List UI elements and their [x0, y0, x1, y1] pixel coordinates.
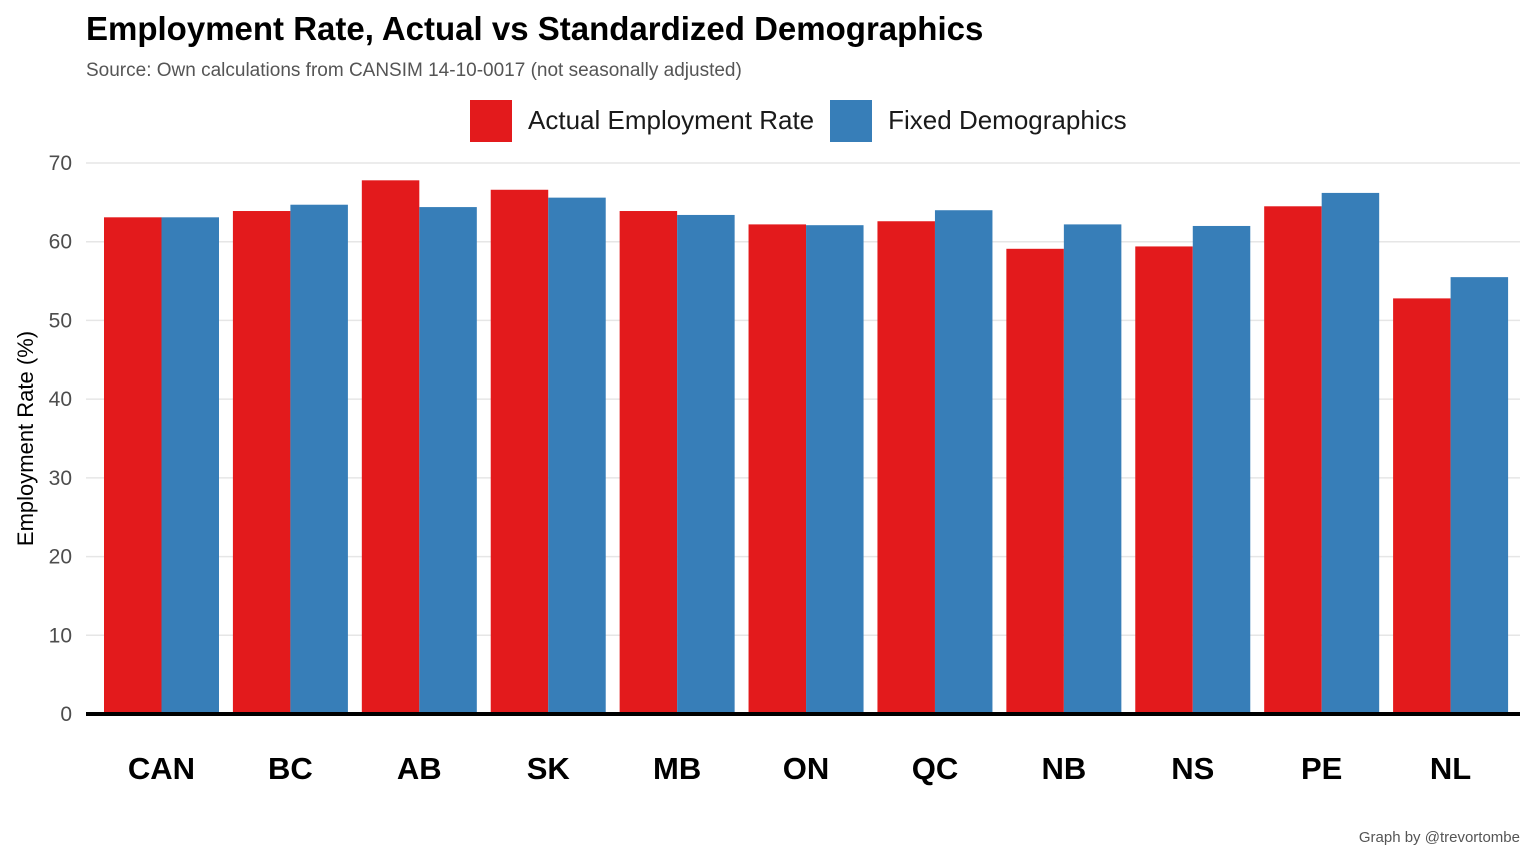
- x-tick-label: CAN: [128, 751, 195, 786]
- x-tick-label: NS: [1171, 751, 1214, 786]
- bar-fixed-ab: [419, 207, 477, 714]
- y-tick-label: 0: [60, 703, 72, 726]
- bar-fixed-nb: [1063, 224, 1122, 714]
- bar-actual-on: [748, 224, 807, 714]
- bar-actual-nb: [1006, 248, 1064, 714]
- bar-fixed-can: [161, 217, 219, 714]
- x-tick-label: AB: [397, 751, 442, 786]
- bar-fixed-pe: [1321, 192, 1380, 714]
- y-tick-label: 50: [49, 309, 72, 332]
- y-tick-label: 60: [49, 231, 72, 254]
- bar-fixed-bc: [290, 204, 348, 714]
- bar-fixed-qc: [934, 210, 993, 714]
- y-axis-label: Employment Rate (%): [13, 331, 38, 546]
- x-tick-label: NB: [1041, 751, 1086, 786]
- legend-swatch-actual: [470, 99, 512, 142]
- bar-actual-sk: [490, 189, 549, 714]
- chart-caption: Graph by @trevortombe: [1358, 829, 1520, 846]
- bar-fixed-sk: [548, 197, 606, 715]
- x-tick-label: PE: [1301, 751, 1342, 786]
- x-tick-label: SK: [527, 751, 571, 786]
- bar-actual-can: [104, 217, 162, 714]
- legend-label-fixed: Fixed Demographics: [888, 105, 1127, 135]
- x-tick-label: NL: [1430, 751, 1471, 786]
- bar-fixed-mb: [677, 214, 735, 715]
- bar-actual-qc: [877, 221, 935, 714]
- legend-item-actual: Actual Employment Rate: [470, 99, 815, 142]
- bar-actual-mb: [619, 211, 678, 714]
- y-tick-label: 30: [49, 467, 72, 490]
- chart-title: Employment Rate, Actual vs Standardized …: [86, 10, 984, 47]
- x-tick-label: ON: [783, 751, 830, 786]
- y-tick-label: 20: [49, 546, 72, 569]
- chart-subtitle: Source: Own calculations from CANSIM 14-…: [86, 60, 742, 81]
- legend-item-fixed: Fixed Demographics: [830, 99, 1127, 142]
- x-tick-label: MB: [653, 751, 701, 786]
- bar-actual-ab: [361, 180, 420, 714]
- bar-fixed-nl: [1450, 277, 1509, 714]
- x-tick-label: QC: [912, 751, 959, 786]
- bar-fixed-ns: [1192, 225, 1251, 714]
- bar-actual-ns: [1135, 246, 1193, 715]
- bar-actual-pe: [1264, 206, 1322, 715]
- legend-swatch-fixed: [830, 99, 873, 142]
- bar-fixed-on: [806, 225, 864, 715]
- y-tick-label: 70: [49, 152, 72, 175]
- bar-actual-nl: [1393, 298, 1451, 714]
- x-tick-label: BC: [268, 751, 313, 786]
- legend-label-actual: Actual Employment Rate: [528, 105, 815, 135]
- legend: Actual Employment Rate Fixed Demographic…: [470, 99, 1143, 142]
- y-tick-label: 10: [49, 624, 72, 647]
- y-tick-label: 40: [49, 388, 72, 411]
- bar-actual-bc: [232, 211, 291, 714]
